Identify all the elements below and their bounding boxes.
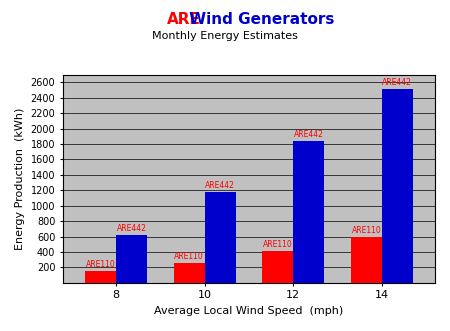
Text: ARE110: ARE110 — [174, 252, 204, 261]
Text: ARE110: ARE110 — [351, 226, 381, 235]
Text: ARE442: ARE442 — [294, 130, 324, 139]
X-axis label: Average Local Wind Speed  (mph): Average Local Wind Speed (mph) — [154, 306, 344, 316]
Bar — [382, 89, 413, 283]
Bar — [85, 271, 116, 283]
Bar — [205, 192, 236, 283]
Text: Monthly Energy Estimates: Monthly Energy Estimates — [152, 31, 298, 41]
Text: ARE442: ARE442 — [205, 181, 235, 190]
Text: ARE: ARE — [166, 12, 200, 26]
Bar — [174, 263, 205, 283]
Text: Wind Generators: Wind Generators — [184, 12, 334, 26]
Bar — [351, 237, 382, 283]
Bar — [262, 251, 293, 283]
Text: ARE110: ARE110 — [86, 260, 116, 269]
Text: ARE110: ARE110 — [263, 240, 293, 249]
Bar — [293, 141, 324, 283]
Y-axis label: Energy Production  (kWh): Energy Production (kWh) — [15, 108, 25, 250]
Text: ARE442: ARE442 — [117, 224, 147, 233]
Bar — [116, 235, 147, 283]
Text: ARE442: ARE442 — [382, 78, 412, 87]
